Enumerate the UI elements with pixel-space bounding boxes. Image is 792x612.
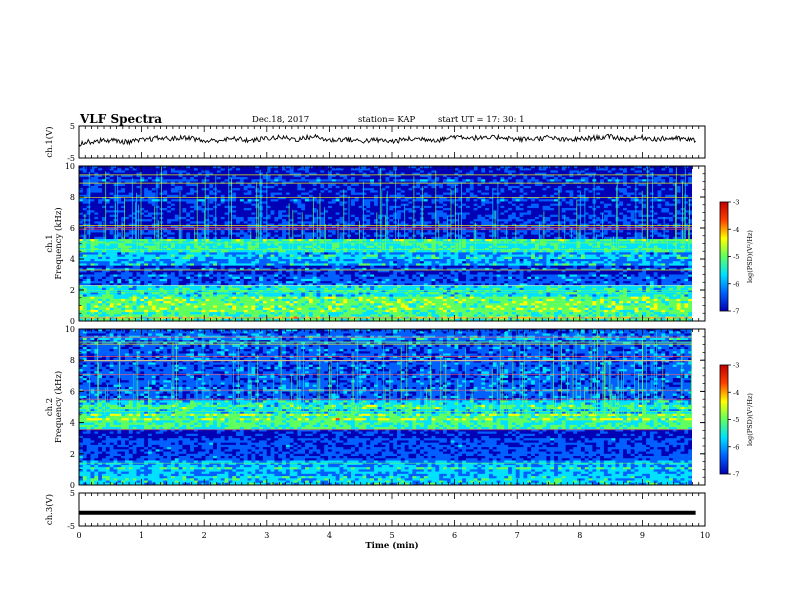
y-tick-label: 10 (65, 162, 75, 171)
date-label: Dec.18, 2017 (252, 115, 309, 125)
x-tick-label: 1 (139, 531, 144, 540)
x-tick-label: 2 (202, 531, 207, 540)
waveform-axis-label: ch.1(V) (44, 126, 55, 157)
station-label: station= KAP (358, 115, 415, 125)
y-tick-label: 0 (70, 481, 75, 490)
x-axis-label: Time (min) (365, 540, 418, 551)
y-tick-label: 5 (70, 122, 75, 131)
x-tick-label: 7 (515, 531, 520, 540)
colorbar-label: log(PSD)(V²/Hz) (746, 230, 754, 283)
x-tick-label: 5 (389, 531, 394, 540)
axes-layer (78, 125, 706, 527)
colorbar (719, 201, 729, 312)
colorbar-tick-label: -4 (733, 226, 739, 234)
colorbar-tick-label: -7 (733, 308, 739, 316)
x-tick-label: 0 (76, 531, 81, 540)
x-tick-label: 4 (327, 531, 332, 540)
ch1-trace (78, 133, 696, 147)
colorbar-label: log(PSD)(V²/Hz) (746, 393, 754, 446)
y-tick-label: 10 (65, 325, 75, 334)
colorbar-tick-label: -3 (733, 199, 739, 207)
waveform-layer (78, 133, 696, 515)
spectrogram-ch1-spectrogram (79, 166, 692, 321)
colorbar-tick-label: -6 (733, 443, 739, 451)
colorbar-tick-label: -3 (733, 362, 739, 370)
y-tick-label: 8 (70, 193, 75, 202)
x-tick-label: 3 (264, 531, 269, 540)
channel-label: ch.1 (45, 234, 55, 252)
waveform-axis-label: ch.3(V) (44, 494, 55, 525)
figure-title: VLF Spectra (80, 112, 162, 126)
colorbar-tick-label: -6 (733, 280, 739, 288)
y-tick-label: 4 (70, 419, 75, 428)
colorbar-layer: -3 -4 -5 -6 -7 log(PSD)(V²/Hz) -3 -4 -5 -6 -7 log(P… (719, 199, 754, 479)
spectrogram-layer (79, 166, 692, 485)
colorbar-tick-label: -5 (733, 253, 739, 261)
spectrogram-ch2-spectrogram (79, 329, 692, 485)
y-tick-label: 2 (70, 286, 75, 295)
y-tick-label: -5 (67, 154, 75, 163)
channel-label: ch.2 (45, 398, 55, 416)
colorbar-tick-label: -4 (733, 389, 739, 397)
colorbar-tick-label: -5 (733, 416, 739, 424)
y-tick-label: 8 (70, 356, 75, 365)
y-tick-label: -5 (67, 522, 75, 531)
start-time-label: start UT = 17: 30: 1 (438, 115, 525, 125)
x-tick-label: 6 (452, 531, 457, 540)
x-tick-label: 10 (700, 531, 710, 540)
y-tick-label: 2 (70, 450, 75, 459)
y-tick-label: 6 (70, 224, 75, 233)
frequency-axis-label: Frequency (kHz) (53, 371, 64, 443)
y-tick-label: 5 (70, 489, 75, 498)
y-tick-label: 6 (70, 387, 75, 396)
frequency-axis-label: Frequency (kHz) (53, 207, 64, 279)
y-tick-label: 0 (70, 317, 75, 326)
x-tick-label: 8 (577, 531, 582, 540)
colorbar (719, 364, 729, 475)
colorbar-tick-label: -7 (733, 471, 739, 479)
x-tick-label: 9 (640, 531, 645, 540)
y-tick-label: 4 (70, 255, 75, 264)
